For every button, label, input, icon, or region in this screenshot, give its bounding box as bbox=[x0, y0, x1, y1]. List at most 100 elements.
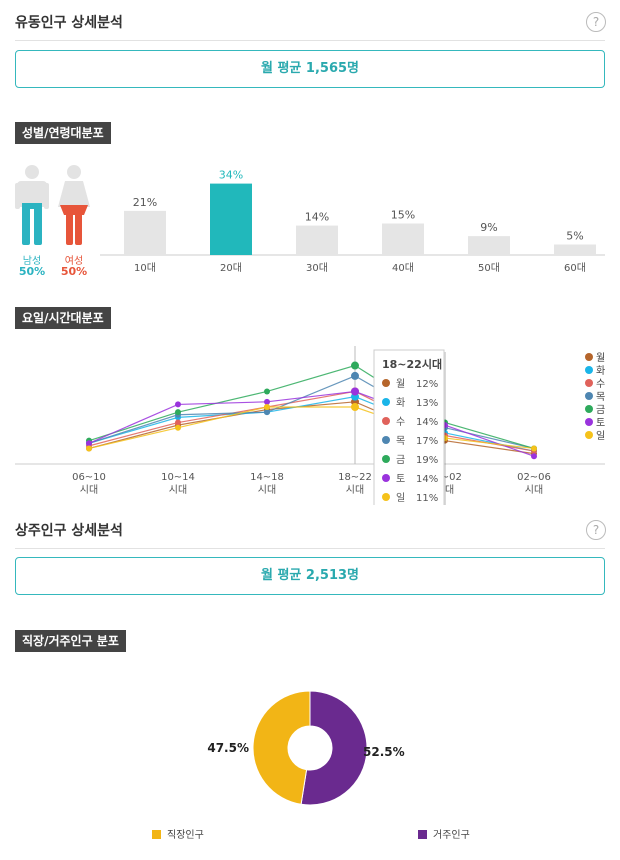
gender-age-tag: 성별/연령대분포 bbox=[15, 122, 111, 144]
tooltip-series-value: 14% bbox=[416, 474, 438, 485]
bar-value-label: 21% bbox=[133, 196, 157, 209]
donut-slice-거주인구 bbox=[300, 690, 368, 806]
help-icon[interactable]: ? bbox=[586, 520, 606, 540]
tooltip-series-name: 일 bbox=[396, 492, 405, 504]
legend-label: 일 bbox=[596, 430, 605, 442]
female-icon bbox=[58, 165, 90, 245]
legend-label: 거주인구 bbox=[433, 829, 470, 841]
tooltip-marker-화 bbox=[382, 398, 390, 406]
bar-value-label: 34% bbox=[219, 169, 243, 182]
point-목 bbox=[351, 371, 359, 380]
series-line-목 bbox=[88, 375, 535, 450]
tooltip-series-value: 12% bbox=[416, 379, 438, 390]
floating-monthly-summary: 월 평균 1,565명 bbox=[15, 50, 605, 88]
point-토 bbox=[531, 453, 537, 460]
divider bbox=[15, 40, 605, 41]
tooltip-series-value: 11% bbox=[416, 493, 438, 504]
point-금 bbox=[175, 409, 181, 416]
tooltip-series-name: 수 bbox=[396, 416, 405, 428]
resident-monthly-summary: 월 평균 2,513명 bbox=[15, 557, 605, 595]
point-목 bbox=[264, 409, 270, 416]
weekday-time-line-chart: 06~10시대10~14시대14~18시대18~22시대22~02시대02~06… bbox=[15, 346, 605, 505]
male-label: 남성 bbox=[22, 256, 42, 267]
x-tick-label-suffix: 시대 bbox=[346, 484, 364, 496]
bar-20대 bbox=[210, 183, 252, 255]
work-home-donut-chart: 47.5% 52.5% 직장인구 거주인구 bbox=[152, 690, 470, 841]
x-tick-label: 02~06 bbox=[517, 472, 551, 483]
x-tick-label: 20대 bbox=[220, 262, 242, 274]
tooltip-series-value: 14% bbox=[416, 417, 438, 428]
x-tick-label: 18~22 bbox=[338, 472, 372, 483]
legend-marker-일 bbox=[585, 431, 593, 439]
tooltip-series-name: 목 bbox=[396, 435, 405, 447]
series-line-화 bbox=[88, 396, 535, 452]
x-tick-label: 10대 bbox=[134, 262, 156, 274]
help-icon[interactable]: ? bbox=[586, 12, 606, 32]
legend-marker-수 bbox=[585, 379, 593, 387]
series-line-토 bbox=[88, 390, 535, 457]
point-일 bbox=[175, 424, 181, 431]
point-토 bbox=[351, 387, 359, 396]
series-line-금 bbox=[88, 364, 535, 450]
slice-label-work: 47.5% bbox=[207, 741, 249, 755]
tooltip-marker-수 bbox=[382, 417, 390, 425]
resident-section-title: 상주인구 상세분석 bbox=[15, 523, 123, 539]
x-tick-label: 30대 bbox=[306, 262, 328, 274]
x-tick-label: 10~14 bbox=[161, 472, 195, 483]
tooltip-series-value: 19% bbox=[416, 455, 438, 466]
series-line-수 bbox=[88, 390, 535, 452]
point-수 bbox=[175, 419, 181, 426]
tooltip-marker-월 bbox=[382, 379, 390, 387]
slice-label-home: 52.5% bbox=[363, 745, 405, 759]
tooltip-series-name: 토 bbox=[396, 474, 405, 485]
legend-marker-직장인구 bbox=[152, 830, 161, 839]
female-label: 여성 bbox=[64, 256, 84, 267]
legend-marker-월 bbox=[585, 353, 593, 361]
tooltip-marker-토 bbox=[382, 474, 390, 482]
tooltip-series-name: 금 bbox=[396, 454, 405, 466]
x-tick-label: 22~02 bbox=[428, 472, 462, 483]
x-tick-label: 06~10 bbox=[72, 472, 106, 483]
point-금 bbox=[351, 361, 359, 370]
legend-label: 수 bbox=[596, 378, 605, 390]
tooltip-series-name: 월 bbox=[396, 378, 405, 390]
series-line-월 bbox=[88, 401, 535, 455]
x-tick-label-suffix: 시대 bbox=[169, 484, 187, 496]
x-tick-label: 50대 bbox=[478, 262, 500, 274]
male-icon bbox=[15, 165, 49, 245]
work-home-tag: 직장/거주인구 분포 bbox=[15, 630, 126, 652]
point-토 bbox=[175, 401, 181, 408]
point-일 bbox=[86, 445, 92, 452]
x-tick-label-suffix: 시대 bbox=[525, 484, 543, 496]
legend-marker-토 bbox=[585, 418, 593, 426]
legend-label: 금 bbox=[596, 404, 605, 416]
point-토 bbox=[264, 398, 270, 405]
legend-label: 화 bbox=[596, 365, 605, 377]
tooltip-marker-일 bbox=[382, 493, 390, 501]
point-일 bbox=[531, 445, 537, 452]
x-tick-label: 14~18 bbox=[250, 472, 284, 483]
legend-marker-화 bbox=[585, 366, 593, 374]
x-tick-label-suffix: 시대 bbox=[80, 484, 98, 496]
tooltip-series-value: 13% bbox=[416, 398, 438, 409]
bar-value-label: 5% bbox=[566, 230, 583, 243]
point-일 bbox=[351, 403, 359, 411]
bar-60대 bbox=[554, 244, 596, 255]
divider bbox=[15, 548, 605, 549]
legend-marker-목 bbox=[585, 392, 593, 400]
x-tick-label: 60대 bbox=[564, 262, 586, 274]
legend-label: 월 bbox=[596, 352, 605, 364]
series-line-일 bbox=[88, 406, 535, 450]
female-percent: 50% bbox=[60, 265, 88, 278]
legend-label: 토 bbox=[596, 418, 605, 429]
tooltip-series-value: 17% bbox=[416, 436, 438, 447]
tooltip-series-name: 화 bbox=[396, 397, 405, 409]
point-일 bbox=[264, 404, 270, 410]
tooltip-box bbox=[373, 349, 445, 505]
x-tick-label: 40대 bbox=[392, 262, 414, 274]
bar-30대 bbox=[296, 225, 338, 255]
week-time-tag: 요일/시간대분포 bbox=[15, 307, 111, 329]
legend-label: 직장인구 bbox=[167, 829, 204, 841]
tooltip-marker-목 bbox=[382, 436, 390, 444]
bar-value-label: 15% bbox=[391, 209, 415, 222]
